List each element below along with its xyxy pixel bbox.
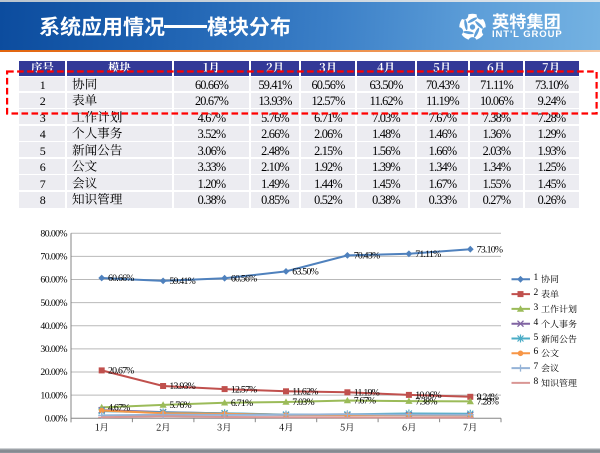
svg-text:0.00%: 0.00% — [45, 413, 68, 424]
svg-text:50.00%: 50.00% — [40, 298, 67, 309]
svg-text:5.76%: 5.76% — [169, 400, 191, 411]
svg-text:71.11%: 71.11% — [415, 249, 441, 260]
svg-text:10.00%: 10.00% — [40, 390, 67, 401]
svg-text:70.00%: 70.00% — [40, 252, 67, 263]
svg-text:10.06%: 10.06% — [415, 390, 441, 401]
svg-text:11.62%: 11.62% — [292, 387, 318, 398]
svg-text:60.00%: 60.00% — [40, 275, 67, 286]
svg-text:7.28%: 7.28% — [477, 397, 499, 408]
svg-text:4.67%: 4.67% — [108, 403, 130, 414]
svg-text:7.67%: 7.67% — [354, 396, 376, 407]
svg-text:30.00%: 30.00% — [40, 344, 67, 355]
svg-text:73.10%: 73.10% — [477, 244, 503, 255]
svg-text:13.93%: 13.93% — [169, 381, 195, 392]
svg-text:11.19%: 11.19% — [354, 388, 380, 399]
svg-text:20.00%: 20.00% — [40, 367, 67, 378]
svg-text:6.71%: 6.71% — [231, 398, 253, 409]
svg-text:9.24%: 9.24% — [477, 392, 499, 403]
svg-text:7.03%: 7.03% — [292, 397, 314, 408]
svg-text:59.41%: 59.41% — [169, 276, 195, 287]
svg-text:60.56%: 60.56% — [231, 273, 257, 284]
svg-text:70.43%: 70.43% — [354, 251, 380, 262]
svg-text:12.57%: 12.57% — [231, 384, 257, 395]
svg-text:40.00%: 40.00% — [40, 321, 67, 332]
svg-text:60.66%: 60.66% — [108, 273, 134, 284]
svg-text:63.50%: 63.50% — [292, 267, 318, 278]
svg-text:20.67%: 20.67% — [108, 366, 134, 377]
svg-text:7.38%: 7.38% — [415, 396, 437, 407]
svg-text:80.00%: 80.00% — [40, 229, 67, 240]
